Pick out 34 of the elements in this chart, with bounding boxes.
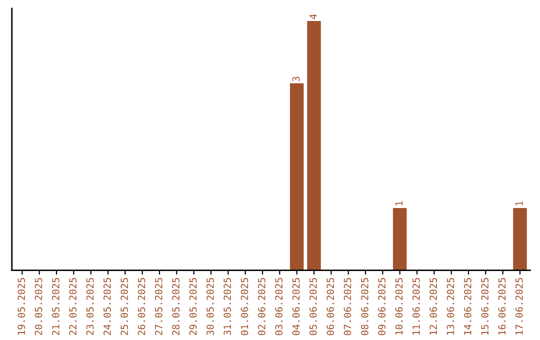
x-tick-label: 16.06.2025 [498,278,506,335]
x-tick-label: 19.05.2025 [18,278,26,335]
data-label: 4 [310,14,317,20]
x-tick-label: 29.05.2025 [189,278,197,336]
x-tick-label: 24.05.2025 [104,278,111,336]
x-tick-label: 22.05.2025 [69,278,77,336]
x-tick-label: 02.06.2025 [258,278,266,336]
x-tick-label: 28.05.2025 [172,278,180,336]
x-tick-label: 13.06.2025 [446,278,454,335]
data-label: 1 [395,201,403,206]
x-tick-label: 12.06.2025 [430,278,437,335]
x-tick-label: 08.06.2025 [360,278,368,336]
x-tick-label: 20.05.2025 [34,278,42,336]
x-tick-label: 07.06.2025 [344,278,352,336]
x-tick-label: 27.05.2025 [154,278,162,336]
x-tick-label: 21.05.2025 [52,278,60,336]
x-tick-label: 14.06.2025 [464,278,472,335]
x-tick-label: 30.05.2025 [206,278,214,336]
x-tick-label: 06.06.2025 [326,278,334,336]
x-tick-label: 15.06.2025 [481,278,488,335]
x-tick-label: 17.06.2025 [515,278,523,335]
x-tick-label: 05.06.2025 [309,278,317,336]
x-tick-label: 26.05.2025 [138,278,146,336]
x-tick-label: 03.06.2025 [275,278,283,336]
x-tick-label: 01.06.2025 [240,278,248,336]
data-label: 3 [292,76,300,82]
x-tick-label: 25.05.2025 [120,278,128,336]
x-tick-label: 04.06.2025 [292,278,300,336]
x-tick-label: 11.06.2025 [412,278,420,335]
x-tick-label: 09.06.2025 [378,278,386,336]
x-tick-label: 31.05.2025 [224,278,232,336]
data-label: 1 [516,201,523,206]
x-tick-label: 23.05.2025 [86,278,94,336]
x-tick-label: 10.06.2025 [395,278,403,335]
